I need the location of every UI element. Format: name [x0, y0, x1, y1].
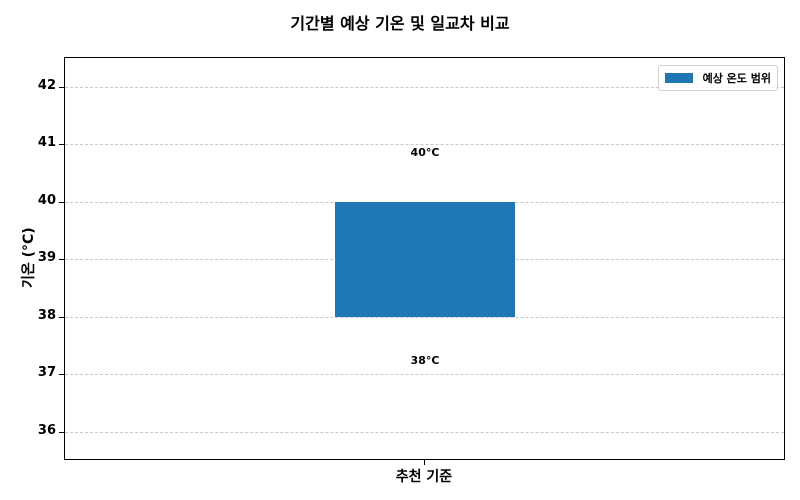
- y-tick-label: 41: [37, 135, 56, 150]
- legend-swatch-icon: [664, 73, 693, 83]
- y-tick-label: 40: [37, 193, 56, 208]
- temperature-range-bar: [335, 202, 515, 317]
- y-tick-mark: [59, 87, 64, 88]
- y-tick-label: 36: [37, 423, 56, 438]
- y-tick-mark: [59, 259, 64, 260]
- x-tick-label: 추천 기준: [395, 469, 453, 485]
- y-tick-mark: [59, 144, 64, 145]
- chart-title: 기간별 예상 기온 및 일교차 비교: [290, 14, 510, 33]
- y-tick-label: 39: [37, 250, 56, 265]
- gridline-41: [65, 144, 784, 145]
- y-tick-mark: [59, 374, 64, 375]
- legend: 예상 온도 범위: [657, 65, 778, 91]
- y-tick-mark: [59, 202, 64, 203]
- legend-label: 예상 온도 범위: [702, 72, 771, 85]
- gridline-38: [65, 317, 784, 318]
- y-tick-label: 38: [37, 308, 56, 323]
- x-tick-mark: [424, 460, 425, 465]
- y-tick-label: 42: [37, 78, 56, 93]
- gridline-36: [65, 432, 784, 433]
- bar-bottom-annotation: 38°C: [410, 354, 440, 367]
- gridline-37: [65, 374, 784, 375]
- y-tick-label: 37: [37, 365, 56, 380]
- plot-area: 40°C 38°C 예상 온도 범위: [59, 57, 785, 460]
- bar-top-annotation: 40°C: [410, 146, 440, 159]
- y-tick-mark: [59, 317, 64, 318]
- gridline-42: [65, 87, 784, 88]
- y-tick-mark: [59, 432, 64, 433]
